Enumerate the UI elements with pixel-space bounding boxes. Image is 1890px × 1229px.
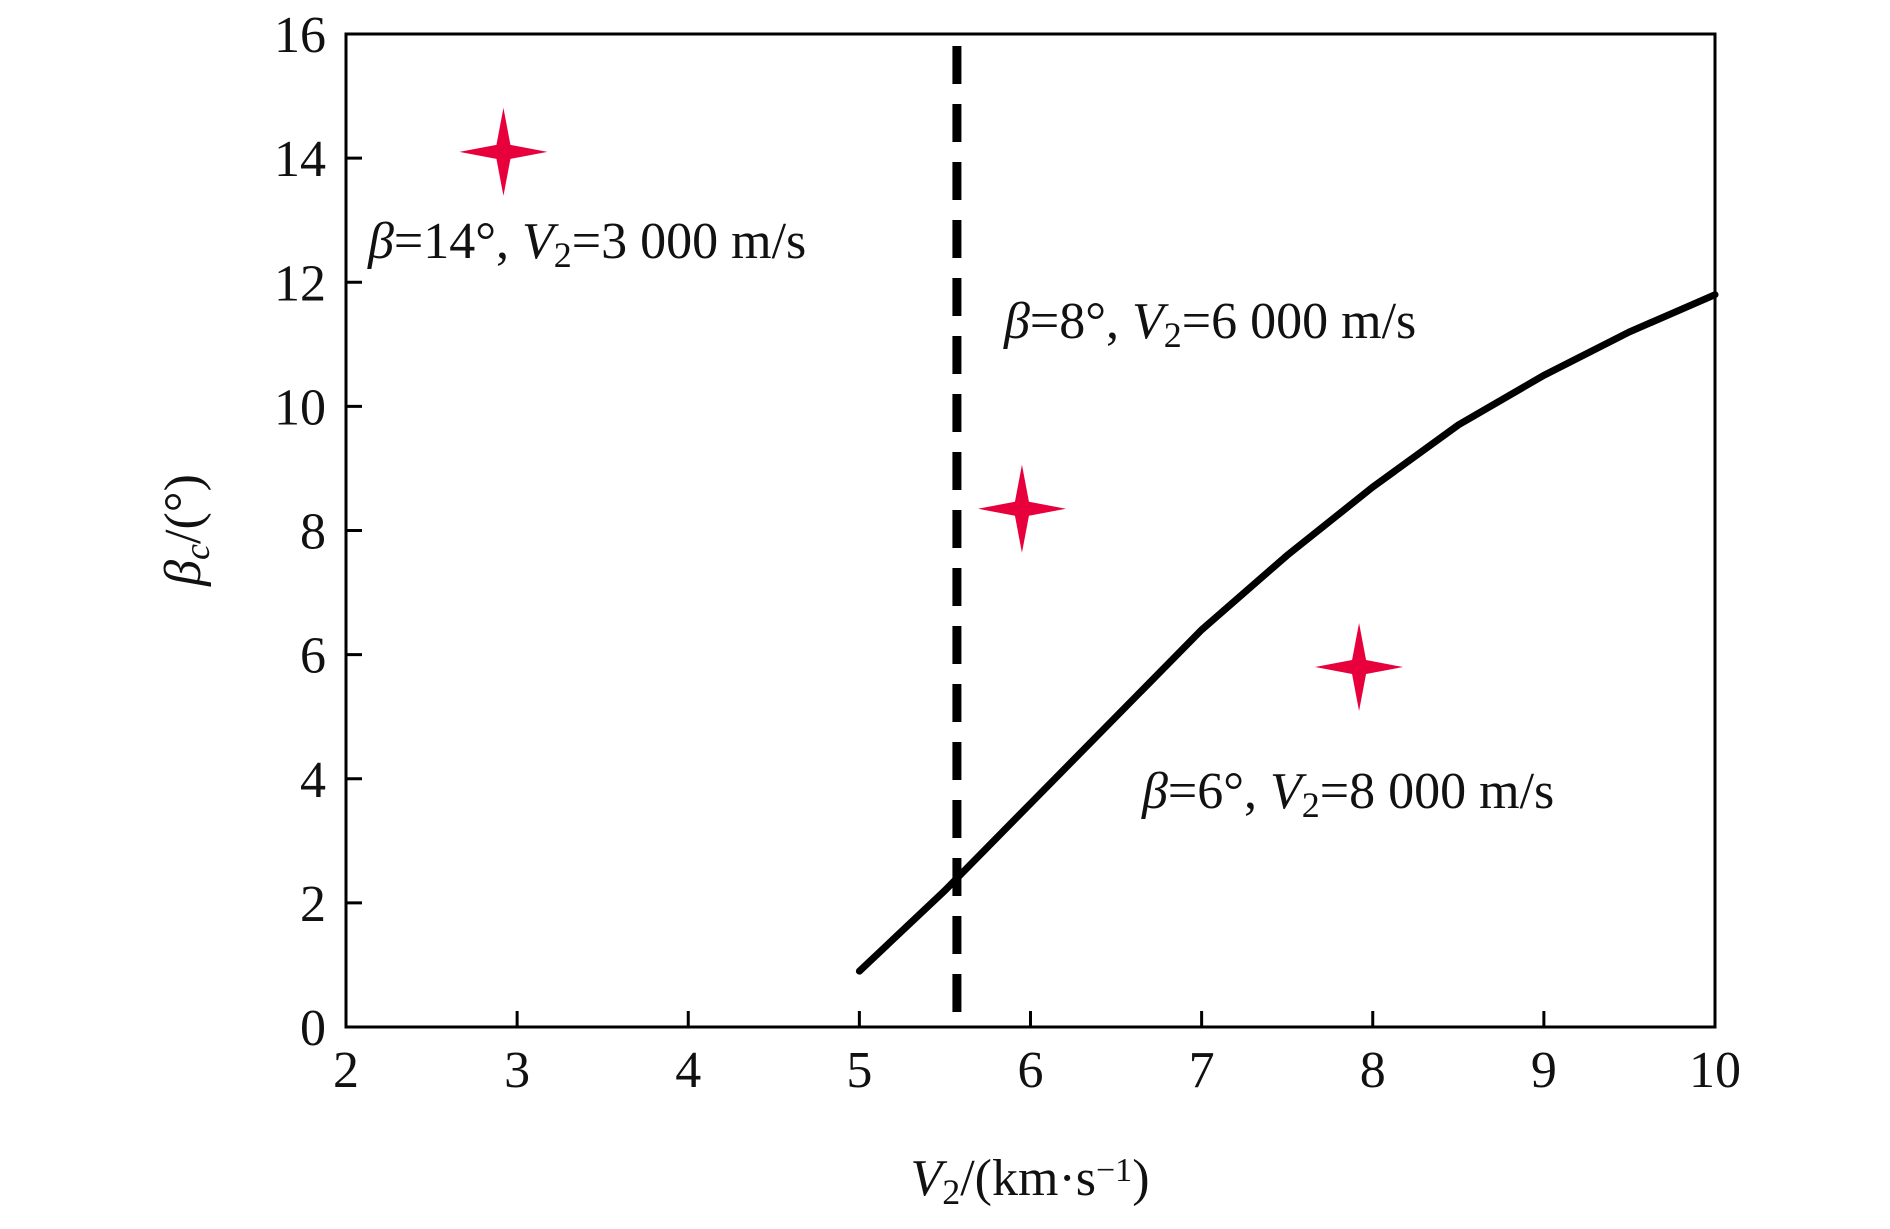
x-tick-label: 2 bbox=[333, 1042, 359, 1099]
text-segment: =14°, bbox=[394, 213, 522, 270]
text-segment: =8°, bbox=[1030, 293, 1132, 350]
x-axis-label: V2/(km·s−1) bbox=[910, 1150, 1149, 1212]
text-segment: /(km·s bbox=[960, 1150, 1096, 1207]
text-segment: /(°) bbox=[155, 474, 212, 544]
plot-frame bbox=[344, 32, 1717, 1029]
x-tick-label: 9 bbox=[1531, 1042, 1557, 1099]
x-tick-label: 8 bbox=[1360, 1042, 1386, 1099]
y-tick-label: 2 bbox=[300, 876, 326, 933]
text-segment: β bbox=[155, 560, 212, 587]
curve bbox=[855, 291, 1719, 975]
star-point bbox=[977, 464, 1066, 553]
text-segment: V bbox=[1132, 293, 1169, 350]
annotation: β=6°, V2=8 000 m/s bbox=[1141, 763, 1554, 825]
annotation: β=8°, V2=6 000 m/s bbox=[1003, 293, 1416, 355]
text-segment: =3 000 m/s bbox=[572, 213, 806, 270]
y-tick-label: 4 bbox=[300, 752, 326, 809]
star-point bbox=[459, 107, 548, 196]
y-tick-label: 14 bbox=[274, 131, 326, 188]
text-segment: β bbox=[1003, 293, 1030, 350]
text-segment: β bbox=[367, 213, 394, 270]
x-tick-label: 4 bbox=[675, 1042, 701, 1099]
x-tick-label: 6 bbox=[1018, 1042, 1044, 1099]
text-segment: =6°, bbox=[1168, 763, 1270, 820]
text-segment: ) bbox=[1132, 1150, 1149, 1207]
y-tick-label: 0 bbox=[300, 1000, 326, 1057]
text-segment: V bbox=[910, 1150, 947, 1207]
x-tick-label: 10 bbox=[1689, 1042, 1741, 1099]
x-tick-label: 7 bbox=[1189, 1042, 1215, 1099]
text-segment: V bbox=[1270, 763, 1307, 820]
text-segment: 2 bbox=[1302, 785, 1320, 825]
text-segment: c bbox=[177, 544, 217, 560]
y-tick-label: 10 bbox=[274, 379, 326, 436]
y-axis-label: βc/(°) bbox=[155, 474, 217, 587]
y-tick-label: 8 bbox=[300, 504, 326, 561]
text-segment: −1 bbox=[1096, 1152, 1132, 1189]
text-segment: V bbox=[522, 213, 559, 270]
y-tick-label: 12 bbox=[274, 255, 326, 312]
text-segment: 2 bbox=[554, 235, 572, 275]
annotation: β=14°, V2=3 000 m/s bbox=[367, 213, 806, 275]
text-segment: =6 000 m/s bbox=[1182, 293, 1416, 350]
text-segment: 2 bbox=[942, 1172, 960, 1212]
x-tick-label: 5 bbox=[846, 1042, 872, 1099]
star-point bbox=[1315, 623, 1404, 712]
text-segment: β bbox=[1141, 763, 1168, 820]
y-tick-label: 6 bbox=[300, 628, 326, 685]
text-segment: 2 bbox=[1164, 315, 1182, 355]
text-segment: =8 000 m/s bbox=[1320, 763, 1554, 820]
y-tick-label: 16 bbox=[274, 7, 326, 64]
x-tick-label: 3 bbox=[504, 1042, 530, 1099]
